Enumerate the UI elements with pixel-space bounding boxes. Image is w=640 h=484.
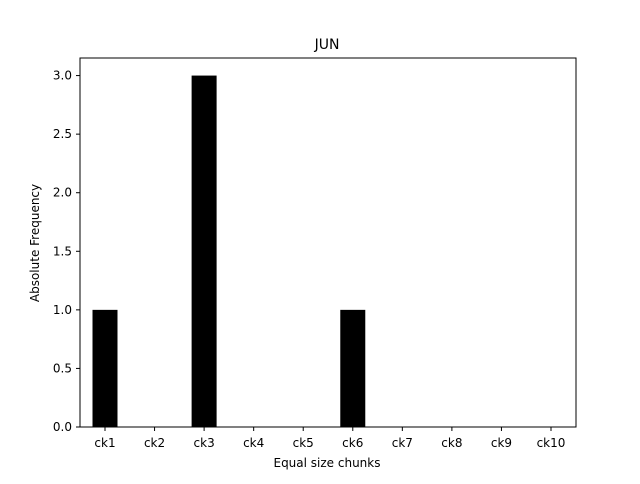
y-tick-label: 0.0 — [53, 420, 72, 434]
x-tick-label: ck1 — [94, 436, 115, 450]
y-tick-label: 2.0 — [53, 186, 72, 200]
x-tick-label: ck2 — [144, 436, 165, 450]
x-axis-ticks: ck1 ck2 ck3 ck4 ck5 ck6 ck7 ck8 ck9 ck10 — [94, 427, 565, 450]
y-axis-ticks: 0.0 0.5 1.0 1.5 2.0 2.5 3.0 — [53, 69, 80, 434]
y-tick-label: 2.5 — [53, 127, 72, 141]
bar-ck1 — [92, 309, 118, 427]
x-tick-label: ck5 — [293, 436, 314, 450]
y-tick-label: 0.5 — [53, 361, 72, 375]
x-axis-label: Equal size chunks — [273, 456, 380, 470]
x-tick-label: ck3 — [194, 436, 215, 450]
bar-ck6 — [340, 309, 366, 427]
x-tick-label: ck4 — [243, 436, 264, 450]
x-tick-label: ck8 — [441, 436, 462, 450]
x-tick-label: ck7 — [392, 436, 413, 450]
chart-title: JUN — [314, 37, 340, 53]
y-tick-label: 3.0 — [53, 69, 72, 83]
x-tick-label: ck6 — [342, 436, 363, 450]
x-tick-label: ck9 — [491, 436, 512, 450]
y-axis-label: Absolute Frequency — [28, 184, 42, 302]
x-tick-label: ck10 — [537, 436, 566, 450]
y-tick-label: 1.5 — [53, 244, 72, 258]
bars-layer — [92, 75, 366, 427]
plot-frame — [79, 57, 577, 428]
y-tick-label: 1.0 — [53, 303, 72, 317]
bar-ck3 — [191, 75, 217, 427]
